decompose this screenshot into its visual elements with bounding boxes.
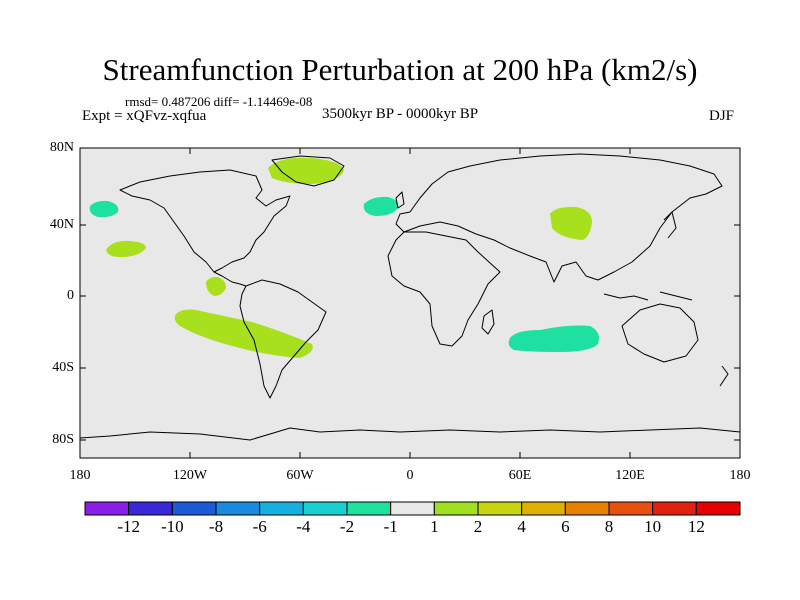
- indian-ocean-negative-region: [508, 325, 599, 352]
- axis-ticks: [79, 147, 741, 458]
- colorbar-box: [215, 501, 261, 516]
- y-tick-label-40s: 40S: [52, 360, 74, 375]
- colorbar: [84, 501, 741, 516]
- stats-text: rmsd= 0.487206 diff= -1.14469e-08: [125, 94, 313, 109]
- y-tick-label-0: 0: [67, 288, 74, 303]
- period-label: 3500kyr BP - 0000kyr BP: [322, 106, 479, 122]
- x-tick-label-180w: 180: [69, 468, 91, 483]
- colorbar-label: -4: [296, 517, 311, 536]
- x-tick-label-0: 0: [406, 468, 414, 483]
- central-asia-positive-region: [550, 206, 592, 240]
- new-zealand-coastline: [719, 365, 729, 387]
- japan-coastline: [663, 211, 677, 239]
- colorbar-label: -8: [208, 517, 224, 536]
- anomaly-regions: [89, 157, 599, 358]
- madagascar-coastline: [481, 309, 495, 335]
- africa-coastline: [387, 231, 501, 347]
- colorbar-label: -10: [160, 517, 184, 536]
- british-isles-coastline: [395, 191, 405, 209]
- east-pacific-positive-region: [206, 276, 226, 296]
- colorbar-box: [302, 501, 348, 516]
- colorbar-box: [390, 501, 435, 516]
- colorbar-box: [128, 501, 173, 516]
- colorbar-box: [521, 501, 566, 516]
- colorbar-box: [477, 501, 523, 516]
- colorbar-box: [259, 501, 304, 516]
- colorbar-label: 4: [517, 517, 526, 536]
- colorbar-box: [564, 501, 610, 516]
- greenland-coastline: [271, 155, 345, 187]
- north-pacific-negative-region: [89, 200, 119, 218]
- x-tick-label-60w: 60W: [286, 468, 314, 483]
- colorbar-label: 6: [561, 517, 570, 536]
- x-tick-label-120w: 120W: [172, 468, 208, 483]
- colorbar-box: [171, 501, 217, 516]
- y-tick-label-80n: 80N: [49, 140, 74, 155]
- greenland-positive-region: [268, 157, 344, 184]
- experiment-label: Expt = xQFvz-xqfua: [82, 108, 207, 124]
- season-label: DJF: [709, 108, 735, 124]
- south-america-coastline: [239, 279, 327, 399]
- map-background: [79, 147, 741, 459]
- colorbar-label: 1: [430, 517, 439, 536]
- y-tick-label-40n: 40N: [49, 217, 74, 232]
- x-tick-label-60e: 60E: [508, 468, 532, 483]
- antarctica-coastline: [79, 427, 741, 441]
- eurasia-coastline: [395, 153, 723, 283]
- australia-coastline: [621, 303, 699, 363]
- colorbar-box: [608, 501, 654, 516]
- colorbar-box: [84, 501, 130, 516]
- north-atlantic-negative-region: [363, 196, 399, 216]
- colorbar-label: 2: [473, 517, 483, 536]
- indonesia-coastline: [603, 291, 693, 301]
- colorbar-label: 10: [644, 517, 662, 536]
- colorbar-label: 12: [687, 517, 705, 536]
- coastlines: [79, 153, 741, 441]
- colorbar-label: -12: [117, 517, 140, 536]
- colorbar-box: [652, 501, 697, 516]
- chart-title: Streamfunction Perturbation at 200 hPa (…: [102, 52, 698, 87]
- colorbar-box: [433, 501, 479, 516]
- central-america-coastline: [213, 271, 247, 287]
- south-pacific-positive-region: [174, 309, 313, 358]
- y-tick-label-80s: 80S: [52, 432, 74, 447]
- x-tick-label-180e: 180: [729, 468, 751, 483]
- north-pacific-positive-region: [106, 240, 146, 258]
- colorbar-box: [695, 501, 741, 516]
- colorbar-box: [346, 501, 392, 516]
- colorbar-label: 8: [604, 517, 614, 536]
- colorbar-label: -6: [252, 517, 267, 536]
- x-tick-label-120e: 120E: [615, 468, 645, 483]
- colorbar-label: -1: [383, 517, 398, 536]
- north-america-coastline: [119, 169, 291, 273]
- colorbar-label: -2: [339, 517, 355, 536]
